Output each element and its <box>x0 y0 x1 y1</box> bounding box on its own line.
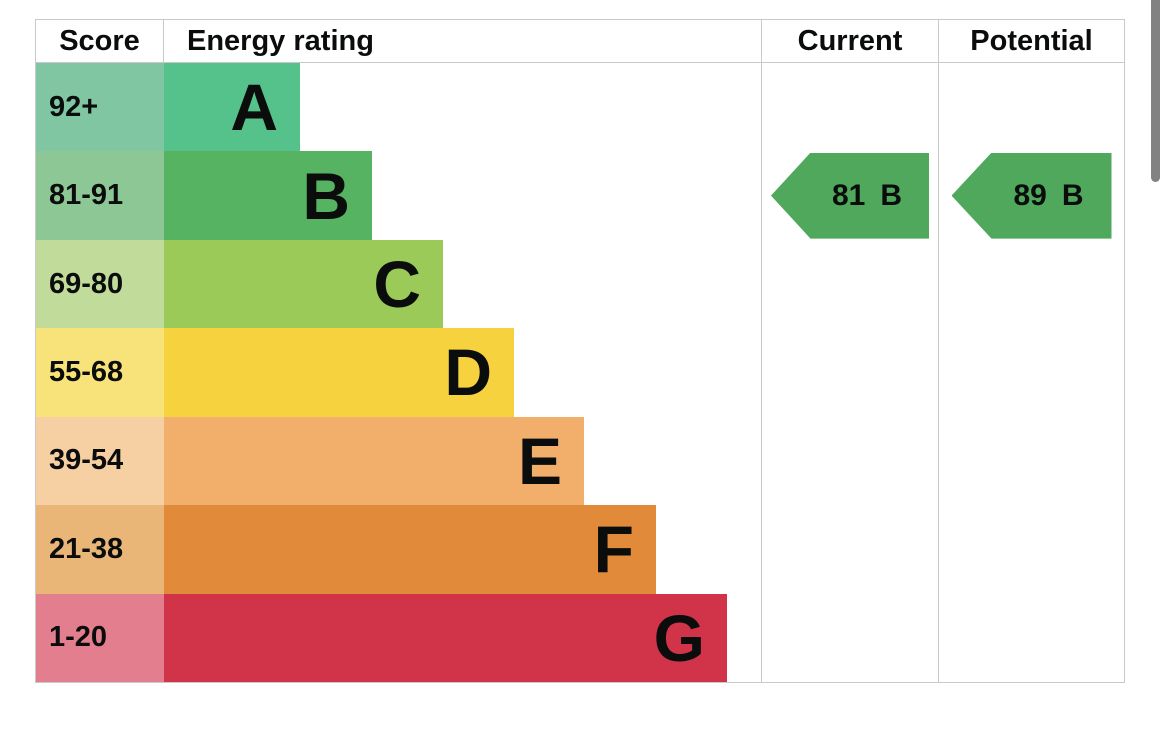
score-range-e: 39-54 <box>36 416 164 506</box>
rating-area-c: C <box>164 239 762 329</box>
rating-letter-c: C <box>373 247 421 322</box>
rating-area-f: F <box>164 505 762 594</box>
current-cell-g <box>762 593 939 682</box>
current-cell-f <box>762 505 939 594</box>
score-range-c: 69-80 <box>36 239 164 329</box>
current-cell-d <box>762 328 939 417</box>
score-range-f: 21-38 <box>36 505 164 594</box>
rating-bar-f: F <box>164 505 656 594</box>
rating-letter-d: D <box>444 335 492 410</box>
rating-area-e: E <box>164 416 762 506</box>
rating-area-g: G <box>164 593 762 682</box>
potential-cell-a <box>939 63 1124 151</box>
rating-area-d: D <box>164 328 762 417</box>
current-column-header: Current <box>762 20 939 62</box>
rating-area-b: B <box>164 151 762 240</box>
score-range-a: 92+ <box>36 63 164 152</box>
potential-score-value: 89 <box>1013 178 1047 212</box>
score-column-header: Score <box>36 20 164 62</box>
rating-letter-g: G <box>653 600 705 675</box>
rating-area-a: A <box>164 63 762 152</box>
current-cell-c <box>762 239 939 329</box>
rating-letter-a: A <box>230 70 278 145</box>
vertical-scrollbar-thumb[interactable] <box>1151 0 1160 182</box>
potential-column-header: Potential <box>970 24 1093 57</box>
potential-cell-b: 89 B <box>939 151 1124 239</box>
rating-bar-g: G <box>164 593 727 682</box>
rating-bar-b: B <box>164 151 372 240</box>
rating-letter-b: B <box>302 158 350 233</box>
table-header-row: Score Energy rating Current Potential <box>36 20 1124 63</box>
rating-letter-e: E <box>517 423 562 498</box>
rating-bar-d: D <box>164 328 514 417</box>
current-rating-letter: B <box>880 178 903 212</box>
rating-bar-a: A <box>164 63 300 152</box>
score-range-b: 81-91 <box>36 151 164 240</box>
potential-cell-g <box>939 594 1124 682</box>
potential-cell-e <box>939 417 1124 505</box>
band-row-g: 1-20 G <box>36 593 1124 682</box>
band-row-e: 39-54 E <box>36 416 1124 506</box>
potential-rating-arrow: 89 B <box>951 152 1112 239</box>
potential-cell-d <box>939 328 1124 416</box>
band-row-a: 92+ A <box>36 63 1124 152</box>
band-row-d: 55-68 D <box>36 328 1124 417</box>
band-row-b: 81-91 B 81 B 89 B <box>36 151 1124 240</box>
score-range-g: 1-20 <box>36 593 164 682</box>
potential-cell-c <box>939 240 1124 328</box>
band-row-f: 21-38 F <box>36 505 1124 594</box>
epc-rating-table: Score Energy rating Current Potential 92… <box>35 19 1125 683</box>
current-cell-e <box>762 416 939 506</box>
energy-rating-column-header: Energy rating <box>164 20 762 62</box>
rating-bar-c: C <box>164 239 443 329</box>
score-range-d: 55-68 <box>36 328 164 417</box>
potential-cell-f <box>939 505 1124 593</box>
rating-bar-e: E <box>164 416 584 506</box>
current-rating-arrow: 81 B <box>771 152 929 239</box>
current-score-value: 81 <box>831 178 866 212</box>
current-cell-b: 81 B <box>762 151 939 240</box>
potential-rating-letter: B <box>1061 178 1084 212</box>
current-cell-a <box>762 63 939 152</box>
rating-letter-f: F <box>593 512 634 587</box>
band-row-c: 69-80 C <box>36 239 1124 329</box>
